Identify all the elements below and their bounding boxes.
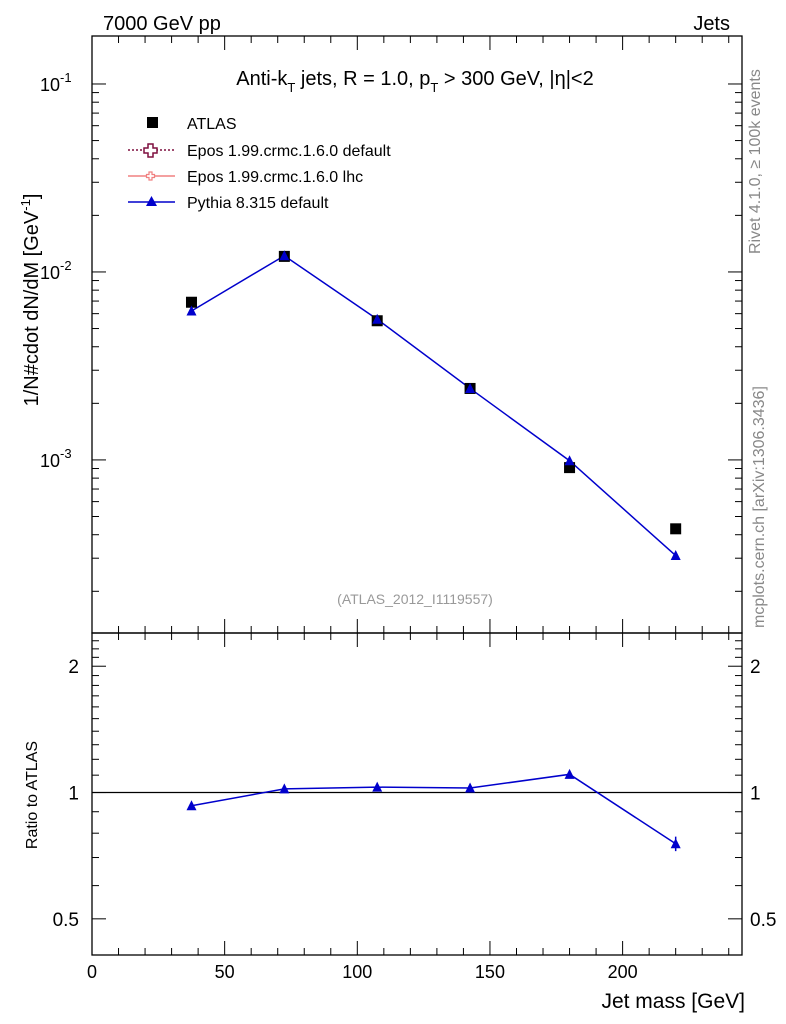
rivet-version-label: Rivet 4.1.0, ≥ 100k events — [747, 69, 764, 254]
y-axis-label-main: 1/N#cdot dN/dM [GeV-1] — [18, 194, 43, 407]
ratio-pythia-point — [279, 783, 290, 794]
ratio-pythia-point — [564, 768, 575, 779]
ratio-pythia-point — [465, 782, 476, 793]
ratio-plot-area: 0 50 100 150 200 0.5 0.5 1 1 2 2 — [53, 633, 776, 982]
plot-title: Anti-kT jets, R = 1.0, pT > 300 GeV, |η|… — [236, 68, 593, 95]
pythia-point — [564, 455, 575, 466]
y-tick-label-main: 10-2 — [40, 258, 72, 283]
mcplots-label: mcplots.cern.ch [arXiv:1306.3436] — [751, 386, 768, 628]
x-axis-label: Jet mass [GeV] — [601, 990, 745, 1013]
x-tick-label: 50 — [215, 962, 235, 982]
legend-marker-atlas — [147, 117, 158, 128]
pythia-point — [279, 250, 290, 261]
y-tick-label-ratio-left: 1 — [68, 784, 79, 805]
legend: ATLAS Epos 1.99.crmc.1.6.0 default Epos … — [128, 116, 391, 212]
y-tick-label-ratio-right: 1 — [750, 784, 761, 805]
pythia-point — [465, 382, 476, 393]
pythia-point — [372, 313, 383, 324]
legend-marker-epos-lhc — [145, 171, 156, 181]
analysis-watermark: (ATLAS_2012_I1119557) — [337, 591, 493, 607]
legend-label-pythia: Pythia 8.315 default — [187, 195, 329, 212]
legend-label-epos-lhc: Epos 1.99.crmc.1.6.0 lhc — [187, 169, 363, 186]
atlas-point — [670, 523, 682, 535]
x-tick-label: 100 — [342, 962, 372, 982]
legend-marker-epos-default — [143, 143, 158, 158]
y-tick-label-ratio-right: 0.5 — [750, 910, 776, 931]
y-tick-label-ratio-left: 0.5 — [53, 910, 79, 931]
atlas-point — [185, 296, 197, 308]
ratio-frame — [91, 632, 743, 956]
ratio-pythia-point — [186, 800, 197, 811]
y-tick-label-ratio-right: 2 — [750, 657, 761, 678]
header-right: Jets — [693, 13, 730, 35]
ratio-pythia-point — [372, 781, 383, 792]
legend-marker-pythia — [146, 196, 157, 206]
atlas-point — [564, 462, 576, 474]
legend-label-atlas: ATLAS — [187, 116, 237, 133]
pythia-point — [670, 550, 681, 561]
y-tick-label-main: 10-3 — [40, 446, 72, 471]
ratio-pythia-point — [670, 838, 681, 849]
y-tick-label-main: 10-1 — [40, 70, 72, 95]
x-tick-label: 0 — [87, 962, 97, 982]
x-tick-label: 200 — [608, 962, 638, 982]
x-tick-label: 150 — [475, 962, 505, 982]
y-tick-label-ratio-left: 2 — [68, 657, 79, 678]
ratio-pythia-line — [191, 773, 677, 845]
pythia-point — [186, 305, 197, 316]
y-axis-label-ratio: Ratio to ATLAS — [24, 741, 41, 849]
main-plot-area: 10-1 10-2 10-3 — [40, 36, 742, 633]
pythia-line — [191, 254, 677, 557]
legend-label-epos-default: Epos 1.99.crmc.1.6.0 default — [187, 143, 391, 160]
header-left: 7000 GeV pp — [103, 13, 221, 35]
